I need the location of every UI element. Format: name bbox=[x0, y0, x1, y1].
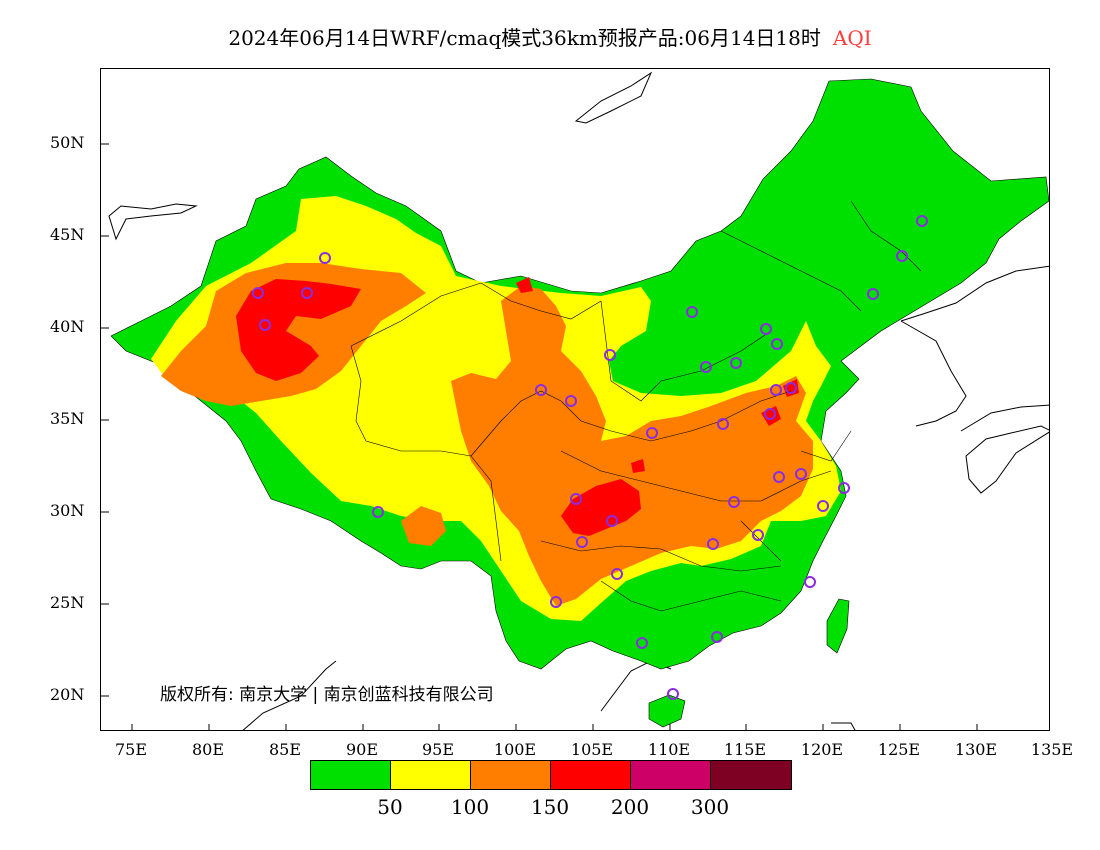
lon-label-130e: 130E bbox=[954, 740, 998, 759]
map-title: 2024年06月14日WRF/cmaq模式36km预报产品:06月14日18时 A… bbox=[0, 22, 1100, 51]
colorbar-label-300: 300 bbox=[690, 795, 730, 819]
province-boundaries bbox=[350, 200, 922, 612]
lon-label-105e: 105E bbox=[570, 740, 614, 759]
colorbar-seg-3 bbox=[471, 761, 551, 789]
map-ticks bbox=[101, 143, 978, 730]
lon-label-125e: 125E bbox=[877, 740, 921, 759]
colorbar-label-100: 100 bbox=[450, 795, 490, 819]
lon-label-115e: 115E bbox=[723, 740, 767, 759]
lon-label-90e: 90E bbox=[345, 740, 379, 759]
map-title-main: 2024年06月14日WRF/cmaq模式36km预报产品:06月14日18时 bbox=[228, 26, 821, 50]
colorbar-seg-2 bbox=[391, 761, 471, 789]
lat-label-35n: 35N bbox=[50, 409, 85, 428]
colorbar-seg-4 bbox=[551, 761, 631, 789]
lon-label-80e: 80E bbox=[191, 740, 225, 759]
colorbar-seg-6 bbox=[711, 761, 791, 789]
taiwan-island bbox=[826, 598, 850, 654]
lat-label-25n: 25N bbox=[50, 593, 85, 612]
colorbar-seg-5 bbox=[631, 761, 711, 789]
lon-label-100e: 100E bbox=[493, 740, 537, 759]
lat-label-50n: 50N bbox=[50, 133, 85, 152]
lon-label-95e: 95E bbox=[421, 740, 455, 759]
hainan-island bbox=[648, 694, 686, 728]
colorbar-seg-1 bbox=[311, 761, 391, 789]
station-markers bbox=[252, 215, 928, 700]
lon-label-75e: 75E bbox=[114, 740, 148, 759]
lon-label-85e: 85E bbox=[268, 740, 302, 759]
aqi-map[interactable] bbox=[100, 68, 1050, 731]
lat-label-40n: 40N bbox=[50, 317, 85, 336]
lon-label-110e: 110E bbox=[647, 740, 691, 759]
lon-label-120e: 120E bbox=[800, 740, 844, 759]
unhealthy-zones bbox=[236, 277, 799, 536]
aqi-colorbar bbox=[310, 760, 792, 790]
unhealthy-sensitive-zones bbox=[161, 263, 813, 606]
map-title-variable: AQI bbox=[832, 26, 872, 50]
aqi-map-canvas bbox=[101, 71, 1049, 730]
colorbar-label-150: 150 bbox=[530, 795, 570, 819]
lat-label-20n: 20N bbox=[50, 685, 85, 704]
copyright-notice: 版权所有: 南京大学 | 南京创蓝科技有限公司 bbox=[160, 685, 494, 705]
colorbar-label-200: 200 bbox=[610, 795, 650, 819]
lat-label-30n: 30N bbox=[50, 501, 85, 520]
lon-label-135e: 135E bbox=[1030, 740, 1074, 759]
colorbar-label-50: 50 bbox=[377, 795, 403, 819]
lat-label-45n: 45N bbox=[50, 225, 85, 244]
